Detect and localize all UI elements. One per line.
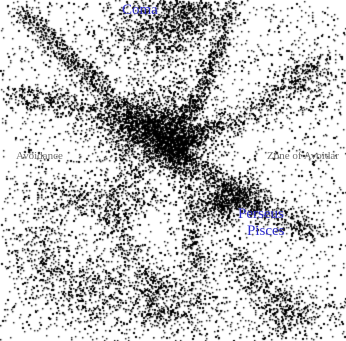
zone-of-avoidance-right-label: Zone of Avoidar <box>267 150 339 162</box>
perseus-cluster-label: Perseus <box>238 206 284 222</box>
zone-of-avoidance-left-label: Avoidance <box>16 150 63 162</box>
coma-cluster-label: Coma <box>122 2 158 18</box>
pisces-cluster-label: Pisces <box>247 223 285 239</box>
